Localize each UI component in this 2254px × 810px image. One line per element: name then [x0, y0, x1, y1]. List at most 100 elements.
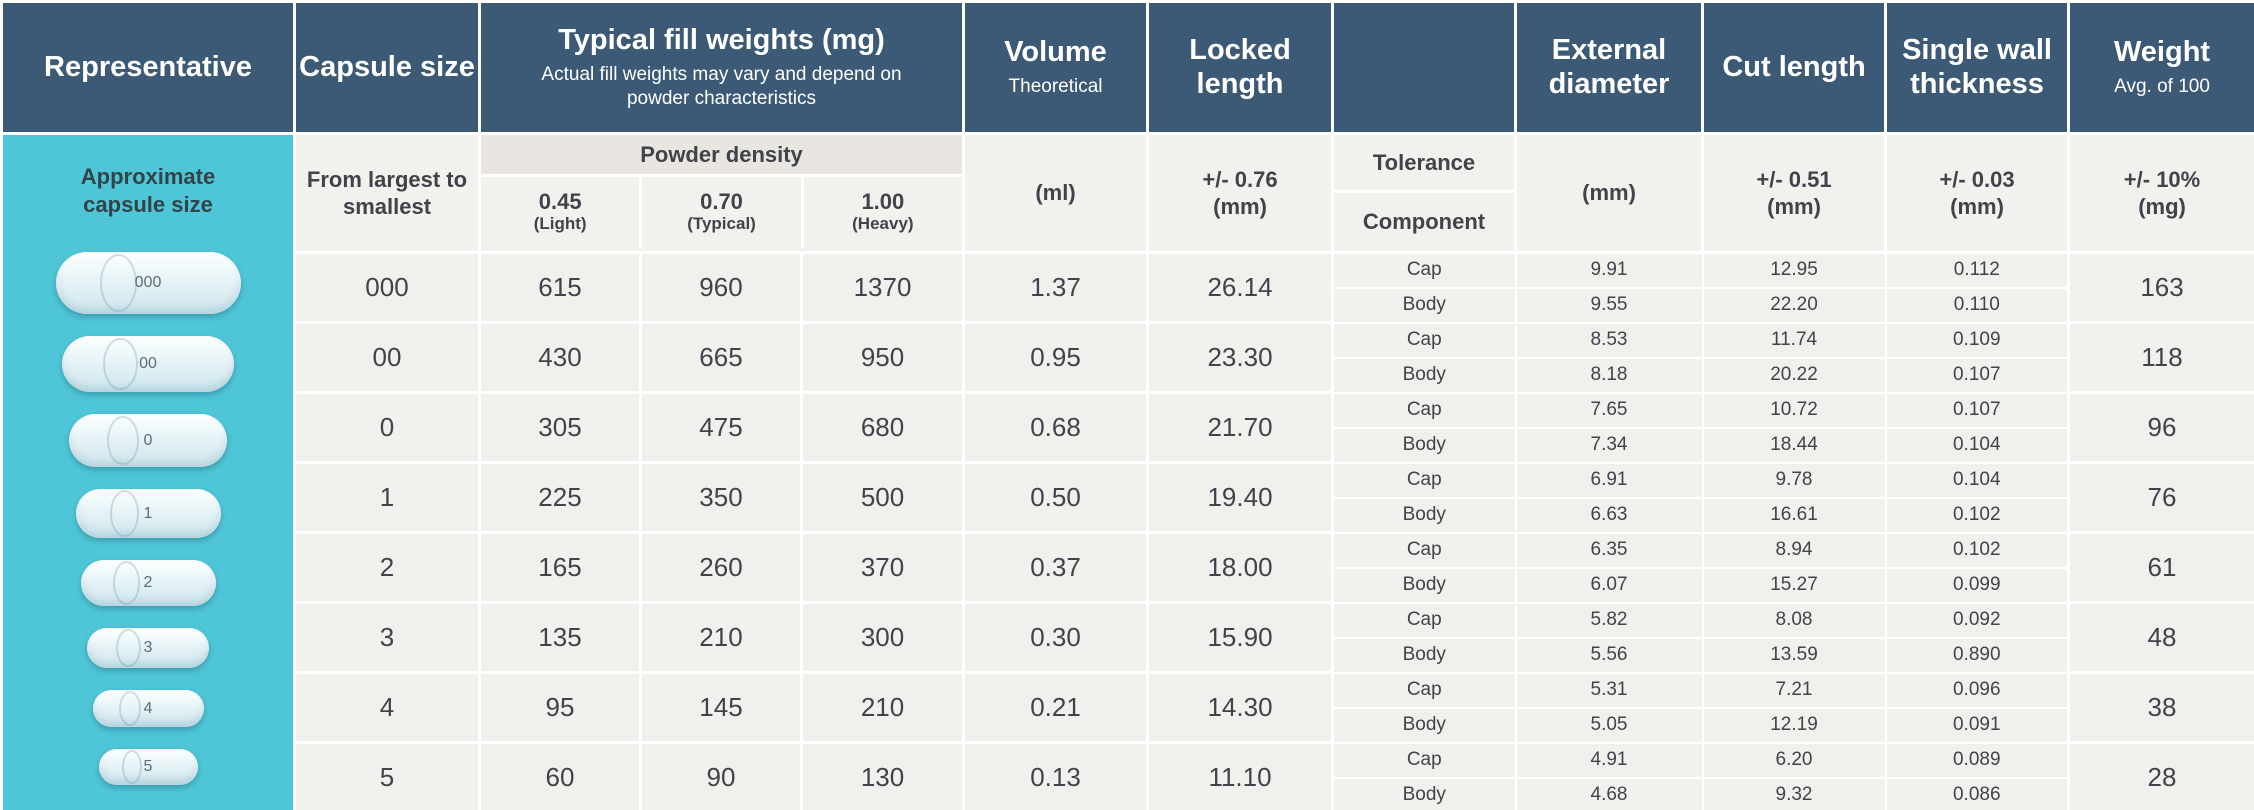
component-body-label: Body — [1331, 566, 1517, 604]
fill-heavy-cell: 680 — [799, 391, 966, 464]
size-cell: 5 — [293, 741, 481, 810]
component-cap-label: Cap — [1331, 531, 1517, 569]
col-header-weight: Weight Avg. of 100 — [2067, 0, 2254, 135]
body-cut-length-cell: 22.20 — [1701, 286, 1887, 324]
fill-weights-subtitle: Actual fill weights may vary and depend … — [541, 64, 902, 110]
capsule-label: 0 — [143, 431, 153, 449]
capsule-row: 3 135 210 300 0.30 15.90 Cap 5.82 8.08 0.092 48 — [2, 601, 2254, 674]
body-cut-length-cell: 20.22 — [1701, 356, 1887, 394]
wall-tolerance-value: +/- 0.03 — [1939, 166, 2015, 192]
single-wall-title: Single wall thickness — [1902, 34, 2052, 100]
weight-cell: 38 — [2067, 671, 2254, 744]
capsule-illustration: 0 — [69, 414, 227, 467]
fill-heavy-cell: 950 — [799, 321, 966, 394]
fill-heavy-cell: 210 — [799, 671, 966, 744]
body-external-diameter-cell: 4.68 — [1514, 776, 1704, 810]
size-cell: 4 — [293, 671, 481, 744]
col-header-cut-length: Cut length — [1701, 0, 1888, 135]
body-cut-length-cell: 18.44 — [1701, 426, 1887, 464]
locked-length-cell: 14.30 — [1146, 671, 1335, 744]
subheader-locked-tolerance: +/- 0.76 (mm) — [1146, 132, 1335, 254]
volume-subtitle: Theoretical — [1008, 76, 1103, 98]
weight-cell: 96 — [2067, 391, 2254, 464]
capsule-seam-icon — [106, 415, 139, 466]
sub-header-row: Approximate capsule size 000 00 0 1 2 3 4 5 Fro… — [0, 132, 2254, 810]
cap-cut-length-cell: 6.20 — [1701, 741, 1887, 779]
locked-tolerance-unit: (mm) — [1213, 194, 1267, 219]
locked-length-cell: 21.70 — [1146, 391, 1335, 464]
capsule-seam-icon — [112, 561, 140, 605]
density-light-value: 0.45 — [538, 189, 582, 215]
volume-cell: 0.30 — [962, 601, 1150, 674]
fill-heavy-cell: 1370 — [799, 251, 966, 324]
body-external-diameter-cell: 5.56 — [1514, 636, 1704, 674]
diameter-unit-label: (mm) — [1582, 180, 1636, 206]
capsule-illustration: 4 — [92, 690, 204, 727]
sidebar-title: Approximate capsule size — [80, 164, 216, 217]
cap-wall-thickness-cell: 0.112 — [1884, 251, 2070, 289]
capsule-row: 0 305 475 680 0.68 21.70 Cap 7.65 10.72 0.107 96 — [2, 391, 2254, 464]
body-wall-thickness-cell: 0.099 — [1884, 566, 2070, 604]
component-cap-label: Cap — [1331, 461, 1517, 499]
subheader-from-largest: From largest to smallest — [293, 132, 481, 254]
component-label: Component — [1334, 193, 1515, 251]
fill-typical-cell: 260 — [639, 531, 803, 604]
subheader-diameter-unit: (mm) — [1514, 132, 1705, 254]
weight-title: Weight — [2113, 35, 2211, 68]
fill-heavy-cell: 300 — [799, 601, 966, 674]
sidebar-representative: Approximate capsule size 000 00 0 1 2 3 4 5 — [0, 132, 296, 810]
capsule-row-body: Body 4.68 9.32 0.086 — [2, 776, 2254, 810]
powder-density-values: 0.45 (Light) 0.70 (Typical) 1.00 (Heavy) — [481, 177, 962, 248]
cap-wall-thickness-cell: 0.102 — [1884, 531, 2070, 569]
locked-length-cell: 18.00 — [1146, 531, 1335, 604]
locked-length-cell: 23.30 — [1146, 321, 1335, 394]
body-wall-thickness-cell: 0.890 — [1884, 636, 2070, 674]
volume-cell: 0.13 — [962, 741, 1150, 810]
body-cut-length-cell: 12.19 — [1701, 706, 1887, 744]
body-wall-thickness-cell: 0.091 — [1884, 706, 2070, 744]
capsule-row: 4 95 145 210 0.21 14.30 Cap 5.31 7.21 0.096 38 — [2, 671, 2254, 744]
capsule-seam-icon — [99, 253, 137, 313]
component-body-label: Body — [1331, 496, 1517, 534]
density-typical-label: (Typical) — [687, 214, 756, 234]
volume-unit-label: (ml) — [1035, 180, 1076, 206]
cap-wall-thickness-cell: 0.092 — [1884, 601, 2070, 639]
col-header-volume: Volume Theoretical — [962, 0, 1150, 135]
weight-tolerance-unit: (mg) — [2138, 194, 2186, 219]
density-typical: 0.70 (Typical) — [639, 177, 800, 248]
component-body-label: Body — [1331, 776, 1517, 810]
size-cell: 0 — [293, 391, 481, 464]
capsule-illustration: 00 — [62, 336, 234, 392]
capsule-seam-icon — [116, 629, 141, 667]
size-cell: 000 — [293, 251, 481, 324]
col-header-blank — [1331, 0, 1518, 135]
fill-typical-cell: 210 — [639, 601, 803, 674]
component-cap-label: Cap — [1331, 321, 1517, 359]
body-external-diameter-cell: 7.34 — [1514, 426, 1704, 464]
body-wall-thickness-cell: 0.086 — [1884, 776, 2070, 810]
component-cap-label: Cap — [1331, 391, 1517, 429]
size-cell: 3 — [293, 601, 481, 674]
component-body-label: Body — [1331, 356, 1517, 394]
weight-cell: 76 — [2067, 461, 2254, 534]
wall-tolerance-unit: (mm) — [1950, 194, 2004, 219]
density-light: 0.45 (Light) — [481, 177, 639, 248]
cap-external-diameter-cell: 5.82 — [1514, 601, 1704, 639]
capsule-label: 00 — [139, 355, 157, 372]
body-external-diameter-cell: 6.63 — [1514, 496, 1704, 534]
powder-density-band: Powder density — [481, 135, 963, 177]
capsule-label: 3 — [143, 639, 153, 656]
size-cell: 00 — [293, 321, 481, 394]
component-cap-label: Cap — [1331, 671, 1517, 709]
cut-tolerance-unit: (mm) — [1767, 194, 1821, 219]
weight-cell: 28 — [2067, 741, 2254, 810]
body-wall-thickness-cell: 0.110 — [1884, 286, 2070, 324]
locked-length-cell: 19.40 — [1146, 461, 1335, 534]
body-external-diameter-cell: 6.07 — [1514, 566, 1704, 604]
cap-external-diameter-cell: 4.91 — [1514, 741, 1704, 779]
from-largest-label: From largest to smallest — [306, 166, 468, 220]
subheader-weight-tolerance: +/- 10% (mg) — [2067, 132, 2254, 254]
cap-wall-thickness-cell: 0.096 — [1884, 671, 2070, 709]
